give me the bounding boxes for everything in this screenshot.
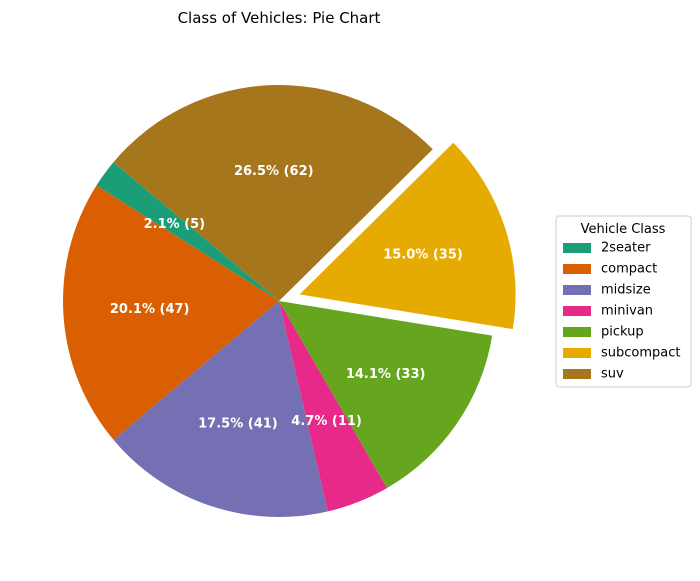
legend-label-pickup: pickup — [601, 325, 644, 340]
pie-slices — [62, 85, 516, 517]
pie-slice-midsize — [113, 301, 328, 517]
slice-label-suv: 26.5% (62) — [234, 164, 314, 179]
slice-label-subcompact: 15.0% (35) — [383, 248, 463, 263]
legend-frame — [555, 215, 692, 388]
legend-label-suv: suv — [601, 367, 624, 382]
legend-swatch-midsize — [563, 285, 591, 295]
legend-swatch-minivan — [563, 306, 591, 316]
pie-slice-pickup — [279, 301, 493, 489]
legend-label-midsize: midsize — [601, 283, 651, 298]
legend-label-compact: compact — [601, 262, 657, 277]
chart-title: Class of Vehicles: Pie Chart — [178, 9, 381, 27]
slice-label-2seater: 2.1% (5) — [144, 217, 206, 232]
slice-label-minivan: 4.7% (11) — [291, 414, 362, 429]
pie-slice-2seater — [96, 162, 280, 301]
pie-slice-subcompact — [299, 142, 516, 330]
slice-label-pickup: 14.1% (33) — [346, 367, 426, 382]
slice-label-midsize: 17.5% (41) — [198, 416, 278, 431]
legend-swatch-suv — [563, 369, 591, 379]
pie-slice-labels: 2.1% (5) 20.1% (47) 17.5% (41) 4.7% (11) 14.… — [110, 164, 463, 431]
slice-label-compact: 20.1% (47) — [110, 302, 190, 317]
legend-swatch-subcompact — [563, 348, 591, 358]
pie-slice-suv — [113, 85, 433, 302]
legend-swatch-2seater — [563, 243, 591, 253]
legend-title: Vehicle Class — [581, 222, 666, 237]
legend: Vehicle Class 2seater compact midsize miniv… — [555, 215, 692, 388]
legend-label-subcompact: subcompact — [601, 346, 681, 361]
legend-swatch-compact — [563, 264, 591, 274]
pie-slice-minivan — [279, 301, 387, 512]
pie-slice-compact — [62, 185, 279, 440]
legend-label-2seater: 2seater — [601, 241, 651, 256]
legend-swatch-pickup — [563, 327, 591, 337]
legend-label-minivan: minivan — [601, 304, 653, 319]
legend-items: 2seater compact midsize minivan pickup subcom… — [563, 241, 681, 382]
